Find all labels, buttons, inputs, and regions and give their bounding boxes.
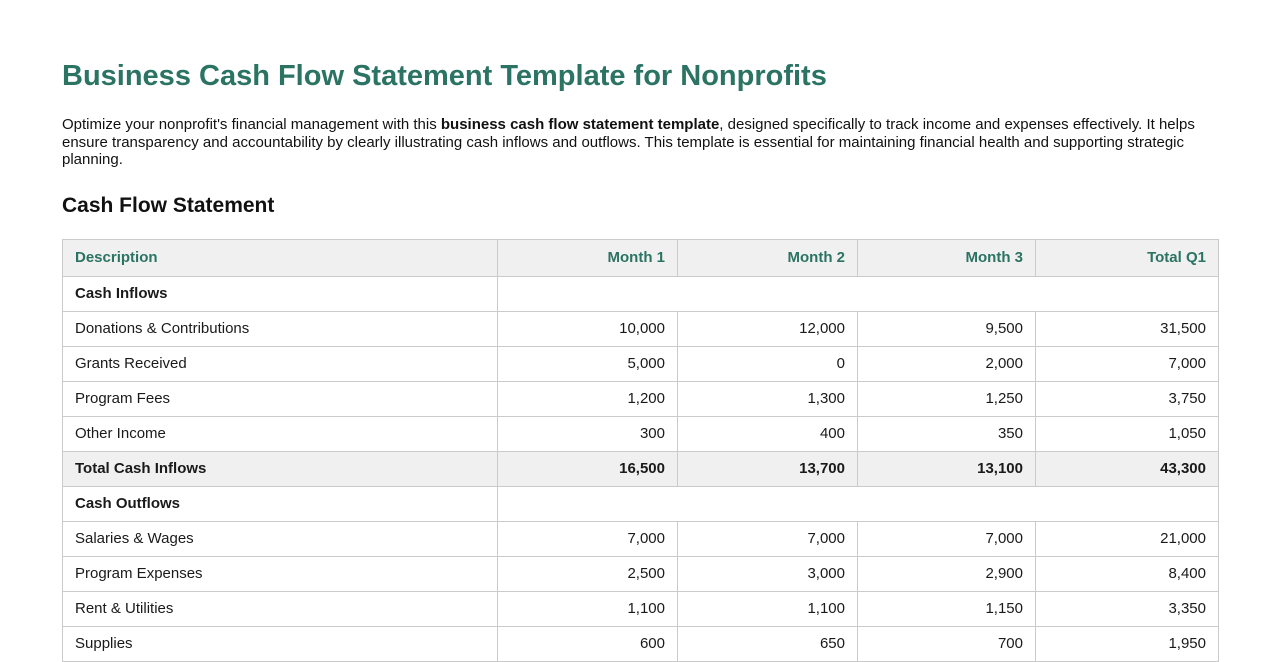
value-cell-month2: 1,100 xyxy=(677,590,858,627)
row-cash-inflows: Cash Inflows xyxy=(62,275,1219,312)
row-other-income: Other Income 300 400 350 1,050 xyxy=(62,415,1219,452)
row-rent-utilities: Rent & Utilities 1,100 1,100 1,150 3,350 xyxy=(62,590,1219,627)
value-cell-month2: 400 xyxy=(677,415,858,452)
table-header-row: Description Month 1 Month 2 Month 3 Tota… xyxy=(62,238,1219,277)
col-header-month2: Month 2 xyxy=(677,238,858,277)
row-label-cell: Donations & Contributions xyxy=(62,310,498,347)
row-label-cell: Rent & Utilities xyxy=(62,590,498,627)
row-label-cell: Grants Received xyxy=(62,345,498,382)
value-cell-month2: 3,000 xyxy=(677,555,858,592)
row-label-cell: Other Income xyxy=(62,415,498,452)
col-header-total-q1: Total Q1 xyxy=(1035,238,1219,277)
row-label-cell: Salaries & Wages xyxy=(62,520,498,557)
value-cell-month3: 1,250 xyxy=(857,380,1036,417)
value-cell-month2: 0 xyxy=(677,345,858,382)
page-title: Business Cash Flow Statement Template fo… xyxy=(62,60,827,92)
value-cell-month1: 1,200 xyxy=(497,380,678,417)
value-cell-month1: 10,000 xyxy=(497,310,678,347)
value-cell-month1: 16,500 xyxy=(497,450,678,487)
intro-text-bold: business cash flow statement template xyxy=(440,116,720,133)
row-label-cell: Program Expenses xyxy=(62,555,498,592)
intro-paragraph: Optimize your nonprofit's financial mana… xyxy=(62,116,1218,169)
value-cell-month3: 2,000 xyxy=(857,345,1036,382)
value-cell-total-q1: 43,300 xyxy=(1035,450,1219,487)
row-donations-contributions: Donations & Contributions 10,000 12,000 … xyxy=(62,310,1219,347)
row-label-cell: Program Fees xyxy=(62,380,498,417)
row-program-expenses: Program Expenses 2,500 3,000 2,900 8,400 xyxy=(62,555,1219,592)
value-cell-month3: 7,000 xyxy=(857,520,1036,557)
value-cell-month1: 2,500 xyxy=(497,555,678,592)
cash-flow-statement-heading: Cash Flow Statement xyxy=(62,193,275,217)
value-cell-month3: 700 xyxy=(857,625,1036,662)
intro-text-after: , designed specifically to track income … xyxy=(62,116,1195,169)
value-cell-month1: 300 xyxy=(497,415,678,452)
value-cell-total-q1: 3,350 xyxy=(1035,590,1219,627)
value-cell-total-q1: 8,400 xyxy=(1035,555,1219,592)
row-grants-received: Grants Received 5,000 0 2,000 7,000 xyxy=(62,345,1219,382)
value-cell-month1: 7,000 xyxy=(497,520,678,557)
row-supplies: Supplies 600 650 700 1,950 xyxy=(62,625,1219,662)
row-label-cell: Supplies xyxy=(62,625,498,662)
row-cash-outflows: Cash Outflows xyxy=(62,485,1219,522)
value-cell-total-q1: 21,000 xyxy=(1035,520,1219,557)
row-total-cash-inflows: Total Cash Inflows 16,500 13,700 13,100 … xyxy=(62,450,1219,487)
value-cell-month2: 650 xyxy=(677,625,858,662)
row-label-cell: Cash Inflows xyxy=(62,275,498,312)
col-header-month1: Month 1 xyxy=(497,238,678,277)
value-cell-month2: 1,300 xyxy=(677,380,858,417)
value-cell-month3: 2,900 xyxy=(857,555,1036,592)
row-label-cell: Cash Outflows xyxy=(62,485,498,522)
row-salaries-wages: Salaries & Wages 7,000 7,000 7,000 21,00… xyxy=(62,520,1219,557)
value-cell-total-q1: 3,750 xyxy=(1035,380,1219,417)
value-cell-total-q1: 7,000 xyxy=(1035,345,1219,382)
row-program-fees: Program Fees 1,200 1,300 1,250 3,750 xyxy=(62,380,1219,417)
value-cell-month3: 350 xyxy=(857,415,1036,452)
merged-empty-cell xyxy=(497,275,1219,312)
value-cell-month1: 5,000 xyxy=(497,345,678,382)
value-cell-month3: 1,150 xyxy=(857,590,1036,627)
value-cell-month1: 1,100 xyxy=(497,590,678,627)
value-cell-month2: 12,000 xyxy=(677,310,858,347)
intro-text-before: Optimize your nonprofit's financial mana… xyxy=(62,116,441,133)
row-label-cell: Total Cash Inflows xyxy=(62,450,498,487)
col-header-description: Description xyxy=(62,238,498,277)
value-cell-total-q1: 31,500 xyxy=(1035,310,1219,347)
value-cell-month3: 13,100 xyxy=(857,450,1036,487)
value-cell-month2: 7,000 xyxy=(677,520,858,557)
value-cell-month3: 9,500 xyxy=(857,310,1036,347)
page-container: Business Cash Flow Statement Template fo… xyxy=(62,0,1219,662)
col-header-month3: Month 3 xyxy=(857,238,1036,277)
value-cell-total-q1: 1,050 xyxy=(1035,415,1219,452)
cash-flow-table: Description Month 1 Month 2 Month 3 Tota… xyxy=(62,238,1219,662)
merged-empty-cell xyxy=(497,485,1219,522)
value-cell-total-q1: 1,950 xyxy=(1035,625,1219,662)
value-cell-month2: 13,700 xyxy=(677,450,858,487)
value-cell-month1: 600 xyxy=(497,625,678,662)
